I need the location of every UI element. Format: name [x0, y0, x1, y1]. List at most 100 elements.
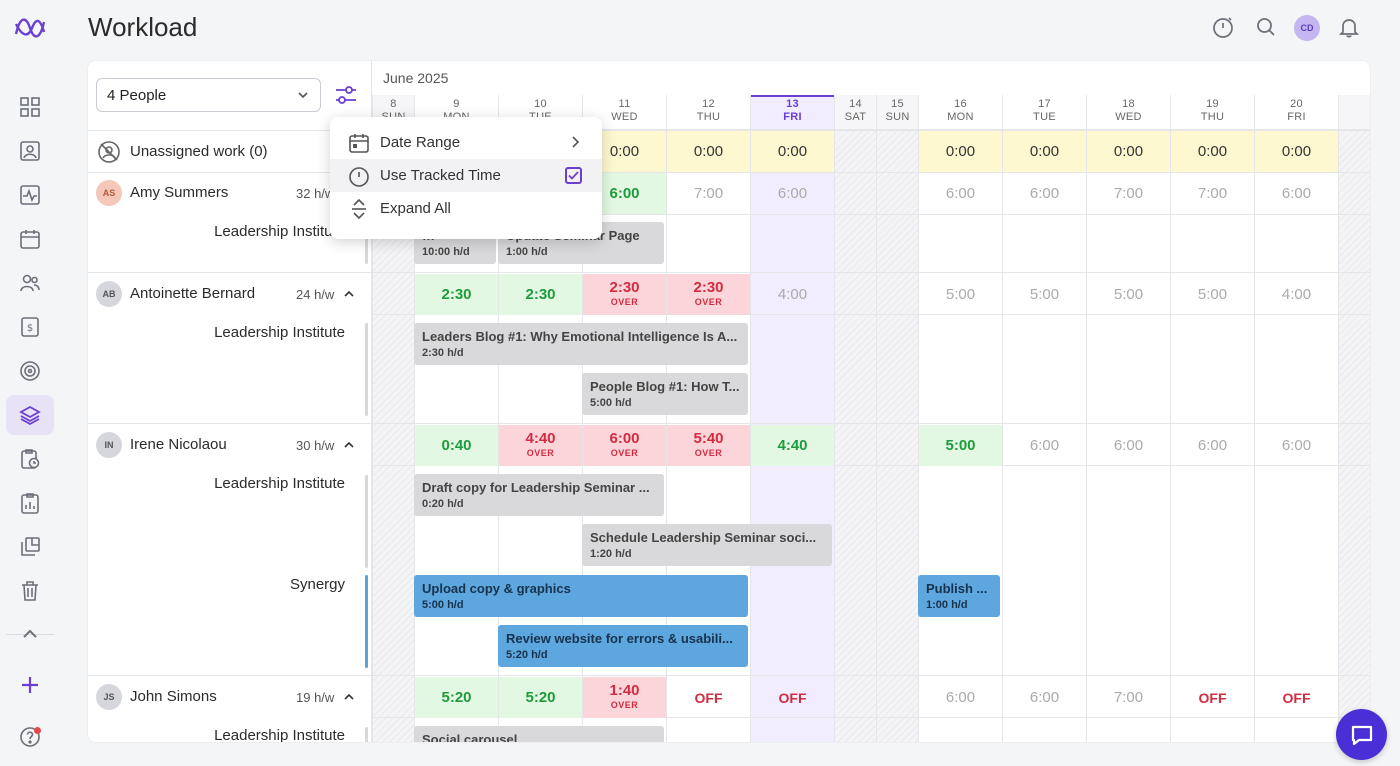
calendar-icon[interactable]: [6, 219, 54, 259]
workload-cell[interactable]: 5:20: [415, 677, 498, 718]
workload-cell[interactable]: 6:00: [1003, 173, 1086, 214]
workload-cell[interactable]: 5:00: [1171, 274, 1254, 315]
workload-cell[interactable]: 0:00: [1087, 131, 1170, 172]
search-icon[interactable]: [1253, 14, 1279, 40]
task-bar[interactable]: Draft copy for Leadership Seminar ... 0:…: [414, 474, 664, 516]
person-row-antoinette-bernard[interactable]: AB Antoinette Bernard: [96, 273, 255, 314]
team-icon[interactable]: [6, 263, 54, 303]
workload-cell[interactable]: 2:30: [415, 274, 498, 315]
workload-cell[interactable]: 4:00: [751, 274, 834, 315]
task-bar[interactable]: People Blog #1: How T... 5:00 h/d: [582, 373, 748, 415]
task-bar[interactable]: Review website for errors & usabili... 5…: [498, 625, 748, 667]
day-column: 16 MON: [918, 95, 1002, 742]
workload-cell[interactable]: 4:00: [1255, 274, 1338, 315]
day-header[interactable]: 19 THU: [1171, 95, 1254, 130]
workload-cell[interactable]: 6:00: [1171, 425, 1254, 466]
workload-cell[interactable]: OFF: [1255, 677, 1338, 718]
checkbox-checked[interactable]: [565, 167, 582, 184]
workload-cell[interactable]: 4:40: [751, 425, 834, 466]
workload-cell[interactable]: 5:40 OVER: [667, 425, 750, 466]
unassigned-row[interactable]: Unassigned work (0): [96, 131, 268, 172]
workload-cell[interactable]: 0:00: [919, 131, 1002, 172]
workload-cell[interactable]: 7:00: [667, 173, 750, 214]
person-row-irene-nicolaou[interactable]: IN Irene Nicolaou: [96, 424, 227, 465]
day-header[interactable]: 15 SUN: [877, 95, 918, 130]
menu-item-use-tracked-time[interactable]: Use Tracked Time: [330, 159, 602, 192]
workload-cell[interactable]: 5:00: [919, 425, 1002, 466]
workload-cell[interactable]: 0:00: [1003, 131, 1086, 172]
workload-cell[interactable]: 5:00: [1003, 274, 1086, 315]
workload-cell[interactable]: 2:30 OVER: [667, 274, 750, 315]
dashboard-icon[interactable]: [6, 87, 54, 127]
board-icon[interactable]: [6, 527, 54, 567]
task-bar[interactable]: Upload copy & graphics 5:00 h/d: [414, 575, 748, 617]
workload-cell[interactable]: 0:00: [751, 131, 834, 172]
workload-cell[interactable]: 1:40 OVER: [583, 677, 666, 718]
chevron-up-icon[interactable]: [344, 692, 354, 702]
chat-button[interactable]: [1336, 709, 1387, 760]
task-bar[interactable]: Schedule Leadership Seminar soci... 1:20…: [582, 524, 832, 566]
workload-cell[interactable]: OFF: [751, 677, 834, 718]
day-header[interactable]: 20 FRI: [1255, 95, 1338, 130]
workload-cell[interactable]: OFF: [667, 677, 750, 718]
workload-cell[interactable]: 6:00: [919, 173, 1002, 214]
workload-cell[interactable]: 2:30 OVER: [583, 274, 666, 315]
workload-cell[interactable]: 6:00: [1003, 677, 1086, 718]
day-header[interactable]: 21SAT: [1339, 95, 1370, 130]
workload-cell[interactable]: 6:00: [1255, 173, 1338, 214]
workload-cell[interactable]: 7:00: [1087, 677, 1170, 718]
over-badge: OVER: [526, 447, 555, 458]
day-header[interactable]: 16 MON: [919, 95, 1002, 130]
workload-cell[interactable]: 0:00: [667, 131, 750, 172]
task-bar[interactable]: Publish ... 1:00 h/d: [918, 575, 1000, 617]
workload-cell[interactable]: 0:00: [1255, 131, 1338, 172]
app-logo-icon[interactable]: [12, 12, 48, 42]
reports-icon[interactable]: [6, 483, 54, 523]
workload-cell[interactable]: 6:00: [1255, 425, 1338, 466]
menu-item-expand-all[interactable]: Expand All: [330, 192, 602, 225]
trash-icon[interactable]: [6, 571, 54, 611]
person-row-john-simons[interactable]: JS John Simons: [96, 676, 217, 717]
bell-icon[interactable]: [1336, 14, 1362, 40]
chevron-up-icon[interactable]: [344, 440, 354, 450]
workload-cell[interactable]: 5:00: [919, 274, 1002, 315]
goals-icon[interactable]: [6, 351, 54, 391]
workload-cell[interactable]: 6:00 OVER: [583, 425, 666, 466]
activity-icon[interactable]: [6, 175, 54, 215]
user-avatar[interactable]: CD: [1294, 15, 1320, 41]
day-header[interactable]: 17 TUE: [1003, 95, 1086, 130]
timesheet-icon[interactable]: [6, 439, 54, 479]
workload-cell[interactable]: 7:00: [1171, 173, 1254, 214]
person-row-amy-summers[interactable]: AS Amy Summers: [96, 172, 228, 213]
collapse-chevron-up-icon[interactable]: [6, 615, 54, 653]
workload-layers-icon[interactable]: [6, 395, 54, 435]
task-bar[interactable]: Social carousel: [414, 726, 664, 742]
workload-cell[interactable]: 6:00: [1003, 425, 1086, 466]
workload-cell[interactable]: 2:30: [499, 274, 582, 315]
people-select[interactable]: 4 People: [96, 78, 321, 112]
day-header[interactable]: 14 SAT: [835, 95, 876, 130]
workload-cell[interactable]: 0:00: [1171, 131, 1254, 172]
workload-cell[interactable]: 5:00: [1087, 274, 1170, 315]
day-header[interactable]: 12 THU: [667, 95, 750, 130]
day-header[interactable]: 13 FRI: [751, 95, 834, 130]
workload-cell[interactable]: 6:00: [919, 677, 1002, 718]
timer-icon[interactable]: [1210, 14, 1236, 40]
filter-sliders-icon[interactable]: [332, 81, 360, 109]
day-header[interactable]: 18 WED: [1087, 95, 1170, 130]
cell-value: 5:00: [945, 437, 976, 454]
workload-cell[interactable]: 4:40 OVER: [499, 425, 582, 466]
workload-cell[interactable]: 5:20: [499, 677, 582, 718]
workload-cell[interactable]: 7:00: [1087, 173, 1170, 214]
workload-cell[interactable]: 0:40: [415, 425, 498, 466]
contacts-icon[interactable]: [6, 131, 54, 171]
menu-item-date-range[interactable]: Date Range: [330, 126, 602, 159]
workload-cell[interactable]: 6:00: [751, 173, 834, 214]
chevron-up-icon[interactable]: [344, 289, 354, 299]
help-icon[interactable]: [6, 717, 54, 757]
add-plus-icon[interactable]: [6, 665, 54, 705]
workload-cell[interactable]: 6:00: [1087, 425, 1170, 466]
billing-icon[interactable]: $: [6, 307, 54, 347]
workload-cell[interactable]: OFF: [1171, 677, 1254, 718]
task-bar[interactable]: Leaders Blog #1: Why Emotional Intellige…: [414, 323, 748, 365]
